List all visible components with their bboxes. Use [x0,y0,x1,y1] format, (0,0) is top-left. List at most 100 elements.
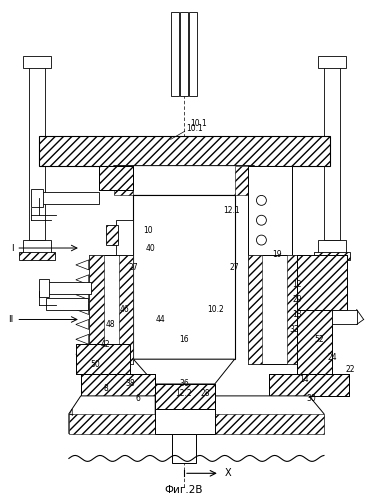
Text: Фиг.2В: Фиг.2В [165,485,203,495]
Text: 22: 22 [346,364,355,374]
Text: I: I [11,244,13,252]
Bar [248,166,292,294]
Polygon shape [302,290,315,300]
Text: 10.2: 10.2 [207,305,224,314]
Polygon shape [215,414,324,434]
Polygon shape [76,260,89,270]
Text: 42: 42 [101,340,110,349]
Text: 44: 44 [155,315,165,324]
Bar [106,225,117,245]
Text: 24: 24 [327,352,337,362]
Text: 12.1: 12.1 [223,206,240,215]
Bar [324,66,340,240]
Text: 12.2: 12.2 [176,390,192,398]
Bar [318,56,346,68]
Text: II: II [8,315,13,324]
Bar [133,196,235,359]
Text: 52: 52 [314,335,324,344]
Polygon shape [76,349,89,359]
Text: 14: 14 [299,374,309,384]
Text: 10: 10 [144,226,153,234]
Text: 8: 8 [103,384,108,394]
Bar [297,310,332,374]
Polygon shape [302,304,315,314]
Polygon shape [302,260,315,270]
Bar [76,344,130,374]
Polygon shape [76,275,89,284]
Polygon shape [69,414,155,434]
Bar [29,66,45,240]
Text: 29: 29 [292,295,302,304]
Polygon shape [114,166,255,196]
Bar [46,282,91,294]
Bar [89,255,133,364]
Bar [297,255,347,310]
Polygon shape [215,396,324,434]
Text: 19: 19 [272,250,282,260]
Text: 36: 36 [179,380,189,388]
Polygon shape [302,349,315,359]
Bar [118,255,133,364]
Bar [318,240,346,254]
Bar [19,252,55,260]
Bar [314,252,350,260]
Bar [99,166,133,190]
Bar [81,374,155,396]
Text: 18: 18 [292,310,302,319]
Bar [269,374,349,396]
Bar [81,374,155,396]
Bar [76,344,130,374]
Bar [297,310,332,374]
Bar [39,279,49,296]
Polygon shape [69,396,155,434]
Text: 12: 12 [292,280,302,289]
Bar [248,255,262,364]
Circle shape [256,196,266,205]
Text: 10.1: 10.1 [170,119,207,140]
Bar [171,12,179,96]
Polygon shape [302,275,315,284]
Bar [89,255,104,364]
Circle shape [256,216,266,225]
Bar [332,310,357,324]
Text: 46: 46 [120,305,129,314]
Text: 40: 40 [145,244,155,252]
Text: 38: 38 [125,380,135,388]
Bar [115,220,133,255]
Polygon shape [133,359,235,384]
Circle shape [256,235,266,245]
Text: 32: 32 [289,325,299,334]
Bar [155,384,215,409]
Bar [39,136,330,166]
Bar [248,255,302,364]
Text: 16: 16 [179,335,189,344]
Bar [31,190,43,208]
Text: 6: 6 [136,394,141,404]
Polygon shape [76,334,89,344]
Bar [23,56,51,68]
Text: 27: 27 [230,264,239,272]
Polygon shape [235,166,255,196]
Text: 27: 27 [128,264,138,272]
Text: 4: 4 [68,410,73,418]
Bar [155,384,215,409]
Polygon shape [76,320,89,330]
Text: 10.1: 10.1 [187,124,203,134]
Bar [287,255,302,364]
Polygon shape [114,166,133,196]
Bar [297,255,347,310]
Text: 30: 30 [306,394,316,404]
Polygon shape [302,334,315,344]
Bar [46,298,88,310]
Text: 28: 28 [200,390,210,398]
Polygon shape [76,304,89,314]
Bar [269,374,349,396]
Polygon shape [76,290,89,300]
Text: 50: 50 [91,360,100,368]
Bar [23,240,51,254]
Bar [39,192,99,204]
Bar [189,12,197,96]
Bar [172,434,196,464]
Text: 48: 48 [106,320,115,329]
Polygon shape [302,320,315,330]
